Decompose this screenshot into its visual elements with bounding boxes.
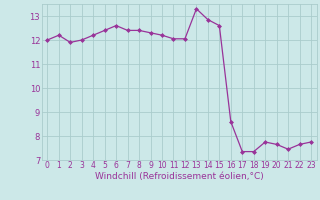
X-axis label: Windchill (Refroidissement éolien,°C): Windchill (Refroidissement éolien,°C) — [95, 172, 264, 181]
